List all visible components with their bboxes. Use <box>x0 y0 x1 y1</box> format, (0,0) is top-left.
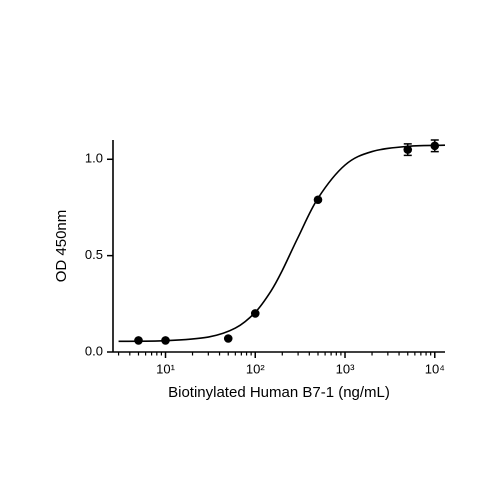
y-axis-label: OD 450nm <box>53 210 70 283</box>
x-axis-label: Biotinylated Human B7-1 (ng/mL) <box>168 384 390 401</box>
data-point <box>223 334 233 343</box>
x-tick-label: 10¹ <box>156 361 175 376</box>
data-point <box>430 141 440 151</box>
data-point <box>403 145 413 154</box>
y-tick-label: 0.5 <box>85 247 103 262</box>
fit-curve <box>118 144 446 343</box>
data-point <box>134 336 143 345</box>
x-tick-label: 10³ <box>336 361 355 376</box>
data-point <box>250 309 260 318</box>
data-point <box>313 195 323 205</box>
x-tick-label: 10² <box>246 361 265 376</box>
x-tick-label: 10⁴ <box>425 361 445 376</box>
data-point <box>161 336 170 345</box>
y-tick-label: 0.0 <box>85 343 103 358</box>
y-tick-label: 1.0 <box>85 151 103 166</box>
